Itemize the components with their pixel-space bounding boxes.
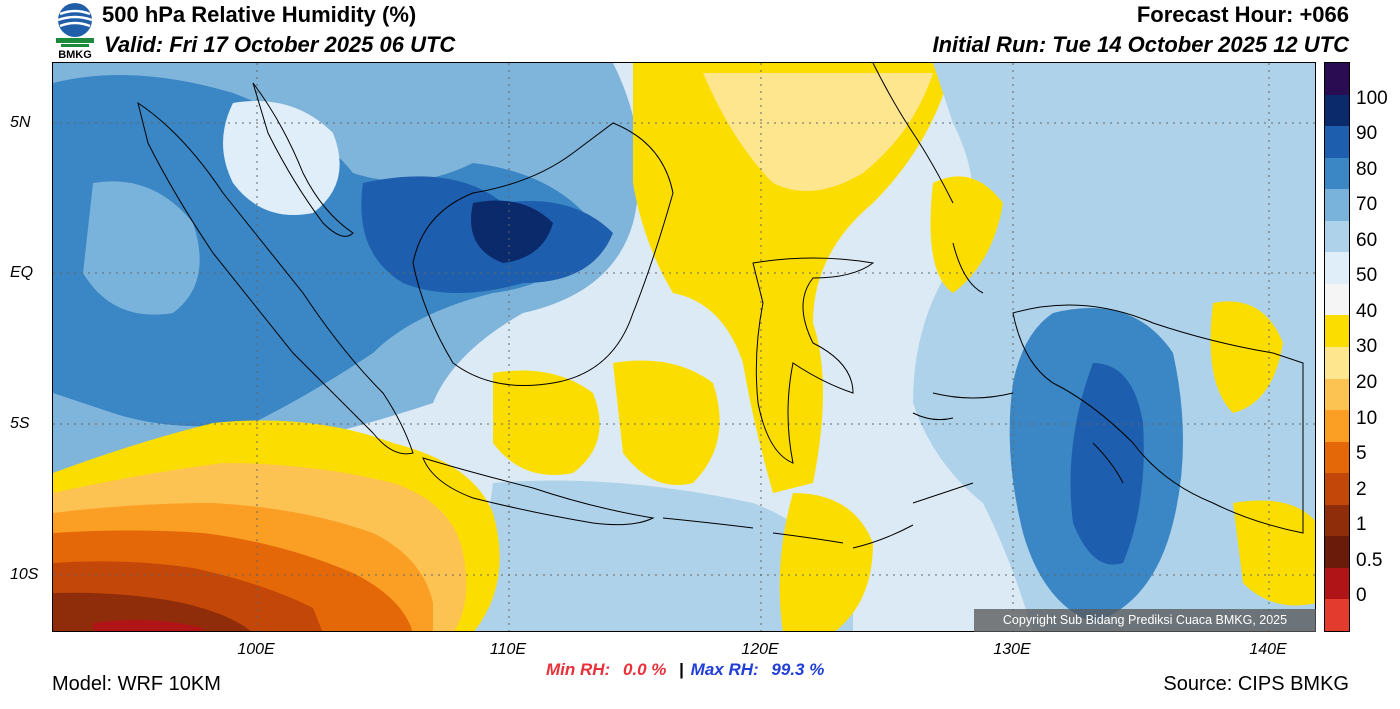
humidity-map xyxy=(52,62,1316,632)
source-label: Source: CIPS BMKG xyxy=(1163,673,1349,695)
colorbar-segment xyxy=(1325,315,1349,348)
copyright-notice: Copyright Sub Bidang Prediksi Cuaca BMKG… xyxy=(974,609,1316,632)
stats-separator: | xyxy=(679,660,684,679)
x-tick: 110E xyxy=(489,641,527,658)
colorbar-segment xyxy=(1325,378,1349,411)
colorbar-label: 5 xyxy=(1356,443,1367,464)
colorbar-label: 40 xyxy=(1356,301,1378,322)
y-tick: 10S xyxy=(10,566,39,583)
min-rh-value: 0.0 % xyxy=(622,660,667,679)
colorbar-segment xyxy=(1325,347,1349,380)
colorbar-segment xyxy=(1325,441,1349,474)
colorbar-label: 20 xyxy=(1356,372,1378,393)
colorbar-segment xyxy=(1325,504,1349,537)
colorbar-segment xyxy=(1325,94,1349,127)
min-rh-label: Min RH: xyxy=(546,660,611,679)
humidity-field xyxy=(53,63,1315,631)
colorbar-label: 10 xyxy=(1356,408,1378,429)
logo-text: BMKG xyxy=(58,49,92,61)
colorbar-segment xyxy=(1325,283,1349,316)
initial-run: Initial Run: Tue 14 October 2025 12 UTC xyxy=(932,32,1350,57)
colorbar-segment xyxy=(1325,126,1349,159)
colorbar-segment xyxy=(1325,220,1349,253)
y-tick: 5N xyxy=(10,114,31,131)
x-tick: 140E xyxy=(1249,641,1287,658)
colorbar-segment xyxy=(1325,63,1349,96)
coastlines xyxy=(137,63,1304,549)
x-tick: 120E xyxy=(741,641,779,658)
colorbar-segment xyxy=(1325,599,1349,632)
max-rh-value: 99.3 % xyxy=(771,660,825,679)
colorbar-label: 60 xyxy=(1356,230,1378,251)
colorbar-label: 0.5 xyxy=(1356,550,1383,571)
model-label: Model: WRF 10KM xyxy=(52,673,221,695)
colorbar-label: 0 xyxy=(1356,585,1367,606)
colorbar-label: 100 xyxy=(1356,88,1388,109)
x-tick: 130E xyxy=(993,641,1031,658)
colorbar-label: 90 xyxy=(1356,123,1378,144)
colorbar-segment xyxy=(1325,567,1349,600)
colorbar-segment xyxy=(1325,189,1349,222)
colorbar-label: 80 xyxy=(1356,159,1378,180)
y-tick: EQ xyxy=(10,264,34,281)
colorbar-segment xyxy=(1325,473,1349,506)
colorbar-segment xyxy=(1325,252,1349,285)
colorbar-segment xyxy=(1325,157,1349,190)
colorbar xyxy=(1324,62,1350,632)
colorbar-label: 1 xyxy=(1356,514,1367,535)
bmkg-logo: BMKG xyxy=(52,0,98,62)
map-title: 500 hPa Relative Humidity (%) xyxy=(102,2,417,27)
colorbar-label: 70 xyxy=(1356,194,1378,215)
rh-stats: Min RH: 0.0 % | Max RH: 99.3 % xyxy=(546,660,824,680)
max-rh-label: Max RH: xyxy=(690,660,759,679)
colorbar-label: 2 xyxy=(1356,479,1367,500)
y-tick: 5S xyxy=(10,415,30,432)
valid-time: Valid: Fri 17 October 2025 06 UTC xyxy=(104,32,456,57)
colorbar-label: 50 xyxy=(1356,265,1378,286)
colorbar-segment xyxy=(1325,410,1349,443)
colorbar-label: 30 xyxy=(1356,336,1378,357)
x-tick: 100E xyxy=(237,641,275,658)
forecast-hour: Forecast Hour: +066 xyxy=(1136,2,1349,27)
colorbar-segment xyxy=(1325,536,1349,569)
